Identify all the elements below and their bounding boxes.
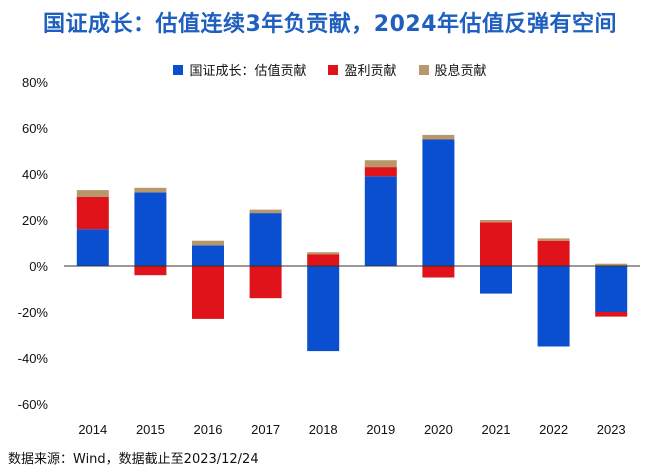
legend-item-earnings: 盈利贡献	[328, 60, 397, 79]
bar-2017-series-1	[249, 266, 282, 299]
bar-2017-series-0	[249, 213, 282, 266]
bar-2020-series-2	[422, 134, 455, 140]
y-tick-label: 40%	[22, 167, 48, 182]
x-tick-label-2016: 2016	[194, 422, 223, 437]
x-tick-label-2021: 2021	[482, 422, 511, 437]
legend-item-dividend: 股息贡献	[418, 60, 487, 79]
bar-2015-series-0	[134, 192, 167, 266]
bar-2019-series-0	[364, 176, 397, 266]
x-tick-label-2017: 2017	[251, 422, 280, 437]
bar-2019-series-1	[364, 167, 397, 177]
legend: 国证成长：估值贡献 盈利贡献 股息贡献	[0, 60, 660, 79]
bar-2014-series-1	[76, 197, 109, 230]
y-axis-ticks: 80% 60% 40% 20% 0% -20% -40% -60%	[18, 75, 49, 412]
chart-title: 国证成长：估值连续3年负贡献，2024年估值反弹有空间	[42, 12, 618, 37]
x-tick-label-2018: 2018	[309, 422, 338, 437]
bar-2014-series-0	[76, 229, 109, 266]
bars-group	[76, 134, 628, 352]
legend-swatch-earnings	[328, 64, 339, 75]
y-tick-label: 60%	[22, 121, 48, 136]
legend-label-earnings: 盈利贡献	[344, 64, 397, 79]
bar-2023-series-2	[595, 263, 628, 266]
legend-label-dividend: 股息贡献	[434, 64, 487, 79]
x-tick-label-2022: 2022	[539, 422, 568, 437]
legend-label-valuation: 国证成长：估值贡献	[189, 64, 307, 79]
source-note: 数据来源：Wind，数据截止至2023/12/24	[8, 452, 259, 467]
x-tick-label-2014: 2014	[78, 422, 107, 437]
bar-2018-series-2	[307, 252, 340, 255]
bar-2020-series-0	[422, 139, 455, 266]
bar-2017-series-2	[249, 209, 282, 214]
bar-2016-series-2	[192, 240, 224, 246]
bar-2015-series-1	[134, 266, 167, 276]
legend-swatch-valuation	[173, 64, 184, 75]
bar-2016-series-1	[192, 266, 224, 319]
bar-2020-series-1	[422, 266, 455, 278]
y-tick-label: 80%	[22, 75, 48, 90]
bar-2021-series-0	[480, 266, 512, 294]
x-tick-label-2020: 2020	[424, 422, 453, 437]
bar-2014-series-2	[76, 190, 109, 197]
bar-2021-series-1	[480, 222, 512, 266]
x-tick-label-2019: 2019	[366, 422, 395, 437]
bar-2018-series-1	[307, 254, 340, 266]
bar-2018-series-0	[307, 266, 340, 352]
y-tick-label: -20%	[18, 305, 49, 320]
bar-2019-series-2	[364, 160, 397, 168]
bar-2022-series-0	[537, 266, 570, 347]
x-tick-label-2023: 2023	[597, 422, 626, 437]
bar-2022-series-2	[537, 238, 570, 241]
bar-2021-series-2	[480, 220, 512, 223]
y-tick-label: -60%	[18, 397, 49, 412]
x-axis-ticks: 2014 2015 2016 2017 2018 2019 2020 2021 2022 2023	[78, 422, 625, 437]
bar-2023-series-1	[595, 312, 628, 317]
legend-item-valuation: 国证成长：估值贡献	[173, 60, 306, 79]
bar-2016-series-0	[192, 245, 224, 266]
legend-swatch-dividend	[418, 64, 429, 75]
y-tick-label: -40%	[18, 351, 49, 366]
bar-2022-series-1	[537, 240, 570, 266]
y-tick-label: 20%	[22, 213, 48, 228]
x-tick-label-2015: 2015	[136, 422, 165, 437]
bar-2015-series-2	[134, 187, 167, 193]
bar-2023-series-0	[595, 266, 628, 312]
y-tick-label: 0%	[29, 259, 48, 274]
